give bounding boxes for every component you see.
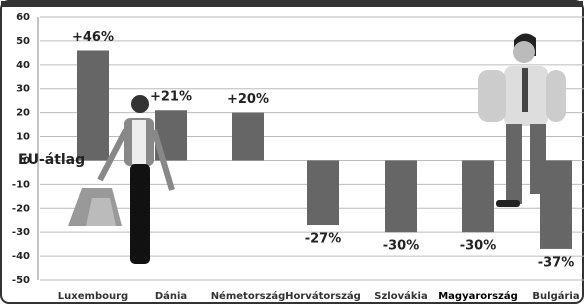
x-tick-label: Németország <box>211 290 286 302</box>
y-tick-label: 0 <box>23 155 30 166</box>
top-strip <box>1 1 583 7</box>
value-label: -30% <box>460 239 497 254</box>
x-tick-label: Bulgária <box>532 290 579 302</box>
y-tick-label: 30 <box>16 84 30 95</box>
y-tick-label: -10 <box>12 179 30 190</box>
bar <box>385 160 417 232</box>
y-tick-label: -30 <box>12 227 30 238</box>
value-label: +21% <box>150 90 192 105</box>
value-label: -37% <box>538 255 575 270</box>
y-tick-label: 40 <box>16 60 30 71</box>
chart: EU-átlag -50-40-30-20-100102030405060Lux… <box>0 0 584 304</box>
y-tick-label: 10 <box>16 132 30 143</box>
bar <box>232 113 264 161</box>
bar <box>462 160 494 232</box>
y-tick-label: 50 <box>16 36 30 47</box>
y-tick-label: -20 <box>12 203 30 214</box>
value-label: +46% <box>72 30 114 45</box>
x-tick-label: Magyarország <box>438 290 518 302</box>
y-tick-label: -40 <box>12 251 30 262</box>
x-tick-label: Szlovákia <box>374 290 427 302</box>
bar <box>307 160 339 225</box>
x-tick-label: Dánia <box>155 290 187 302</box>
x-tick-label: Horvátország <box>285 290 361 302</box>
value-label: -27% <box>305 232 342 247</box>
x-tick-label: Luxembourg <box>58 291 128 302</box>
value-label: +20% <box>227 92 269 107</box>
bar <box>77 50 109 160</box>
y-tick-label: -50 <box>12 275 30 286</box>
y-tick-label: 20 <box>16 108 30 119</box>
value-label: -30% <box>383 239 420 254</box>
y-tick-label: 60 <box>16 12 30 23</box>
